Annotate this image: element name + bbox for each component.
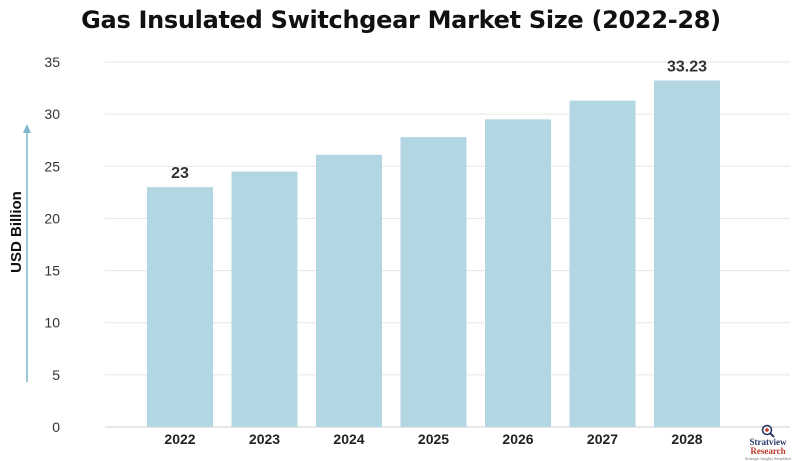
magnifier-target-icon [761, 424, 775, 438]
bars [147, 80, 720, 428]
bar-2027 [569, 100, 636, 427]
bar-2025 [400, 137, 467, 428]
bar-2028 [654, 80, 720, 428]
y-tick-label: 5 [52, 367, 60, 383]
data-label: 23 [171, 165, 189, 182]
brand-logo: Stratview Research Strategic Insights Si… [737, 424, 799, 461]
x-tick-label: 2022 [164, 431, 195, 447]
y-tick-label: 10 [44, 315, 60, 331]
y-tick-label: 35 [44, 54, 60, 70]
x-tick-label: 2025 [418, 431, 449, 447]
x-tick-label: 2024 [333, 431, 364, 447]
y-tick-label: 25 [44, 158, 60, 174]
data-labels: 23 33.23 [171, 58, 707, 182]
chart-title: Gas Insulated Switchgear Market Size (20… [81, 6, 721, 34]
data-label: 33.23 [667, 58, 707, 75]
bar-2026 [485, 119, 551, 427]
y-tick-label: 30 [44, 106, 60, 122]
bar-2024 [316, 154, 382, 428]
x-tick-label: 2023 [249, 431, 280, 447]
y-tick-label: 15 [44, 263, 60, 279]
brand-sub: Research [750, 446, 786, 456]
x-tick-label: 2027 [587, 431, 618, 447]
y-axis-arrow [23, 124, 31, 382]
bar-2023 [231, 171, 298, 427]
y-axis-ticks: 0 5 10 15 20 25 30 35 [44, 54, 60, 435]
bar-2022 [147, 187, 213, 427]
x-tick-label: 2028 [671, 431, 702, 447]
x-axis-ticks: 2022 2023 2024 2025 2026 2027 2028 [164, 431, 702, 447]
y-axis-label: USD Billion [8, 191, 25, 273]
y-tick-label: 0 [52, 419, 60, 435]
brand-name: Stratview [749, 437, 787, 447]
x-tick-label: 2026 [502, 431, 533, 447]
y-tick-label: 20 [44, 210, 60, 226]
